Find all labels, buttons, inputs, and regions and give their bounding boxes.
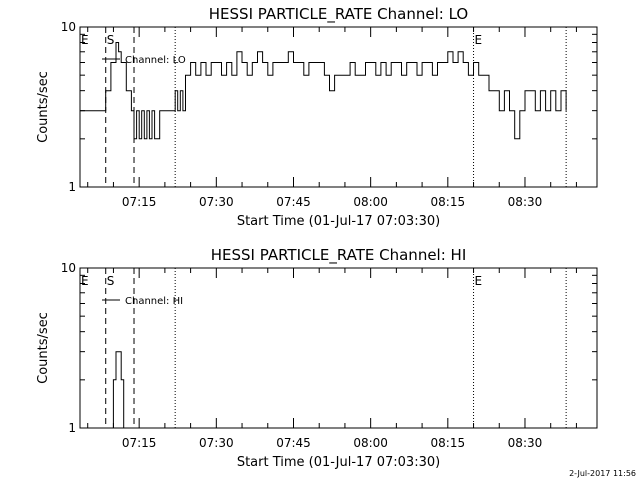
plot-frame <box>79 26 598 188</box>
chart-title: HESSI PARTICLE_RATE Channel: LO <box>209 5 468 24</box>
plot-frame <box>79 267 598 429</box>
y-tick-label: 1 <box>68 180 76 194</box>
y-tick-label: 10 <box>61 261 76 275</box>
chart-panel-lo: HESSI PARTICLE_RATE Channel: LO Counts/se… <box>36 5 598 229</box>
x-tick-label: 08:15 <box>431 436 466 450</box>
x-axis-label: Start Time (01-Jul-17 07:03:30) <box>237 214 440 229</box>
event-marker-label: E <box>81 274 89 288</box>
x-tick-label: 07:15 <box>122 436 157 450</box>
y-axis-label: Counts/sec <box>36 71 51 143</box>
series-line <box>110 351 125 429</box>
x-tick-label: 07:45 <box>276 195 311 209</box>
plot-timestamp: 2-Jul-2017 11:56 <box>569 469 636 478</box>
series-line <box>80 42 567 140</box>
chart-title: HESSI PARTICLE_RATE Channel: HI <box>211 246 467 265</box>
x-tick-label: 08:30 <box>508 195 543 209</box>
event-marker-label: E <box>475 33 483 47</box>
x-tick-label: 08:15 <box>431 195 466 209</box>
chart-panel-hi: HESSI PARTICLE_RATE Channel: HI Counts/se… <box>36 246 598 470</box>
x-tick-label: 08:00 <box>353 436 388 450</box>
event-marker-label: E <box>475 274 483 288</box>
y-tick-label: 10 <box>61 20 76 34</box>
legend-label: Channel: LO <box>125 55 186 66</box>
x-axis-label: Start Time (01-Jul-17 07:03:30) <box>237 455 440 470</box>
x-tick-label: 07:30 <box>199 436 234 450</box>
y-axis-label: Counts/sec <box>36 312 51 384</box>
legend-label: Channel: HI <box>125 296 183 307</box>
event-marker-label: S <box>107 33 115 47</box>
event-marker-label: E <box>81 33 89 47</box>
x-tick-label: 08:30 <box>508 436 543 450</box>
x-tick-label: 07:15 <box>122 195 157 209</box>
x-tick-label: 07:45 <box>276 436 311 450</box>
x-tick-label: 08:00 <box>353 195 388 209</box>
x-tick-label: 07:30 <box>199 195 234 209</box>
y-tick-label: 1 <box>68 421 76 435</box>
event-marker-label: S <box>107 274 115 288</box>
